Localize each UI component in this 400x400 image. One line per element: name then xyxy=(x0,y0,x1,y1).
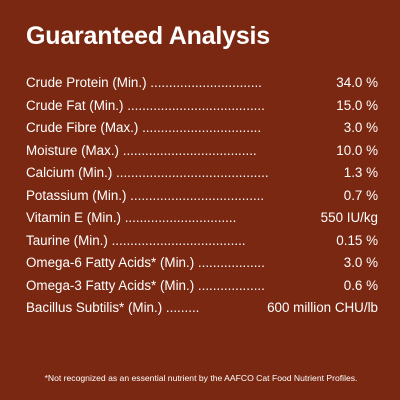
nutrient-value: 0.15 % xyxy=(336,232,378,248)
nutrient-value: 0.7 % xyxy=(343,187,378,203)
nutrient-value: 3.0 % xyxy=(343,120,378,135)
nutrient-value: 10.0 % xyxy=(336,142,378,158)
nutrient-value: 550 IU/kg xyxy=(320,210,378,225)
footnote: *Not recognized as an essential nutrient… xyxy=(44,373,358,383)
nutrient-row-taurine: Taurine (Min.) .........................… xyxy=(26,230,378,253)
nutrient-label: Vitamin E (Min.) .......................… xyxy=(26,210,237,225)
nutrient-value: 3.0 % xyxy=(343,255,378,270)
page-title: Guaranteed Analysis xyxy=(26,22,270,50)
nutrient-value: 15.0 % xyxy=(336,97,378,113)
nutrient-label: Moisture (Max.) ........................… xyxy=(26,142,257,158)
nutrient-row-crude-protein: Crude Protein (Min.) ...................… xyxy=(26,72,378,95)
nutrient-row-vitamin-e: Vitamin E (Min.) .......................… xyxy=(26,207,378,230)
nutrient-row-moisture: Moisture (Max.) ........................… xyxy=(26,140,378,163)
nutrient-value: 600 million CHU/lb xyxy=(267,300,378,315)
nutrient-label: Crude Fat (Min.) .......................… xyxy=(26,97,265,113)
nutrient-row-calcium: Calcium (Min.) .........................… xyxy=(26,162,378,185)
nutrient-value: 34.0 % xyxy=(336,75,378,90)
nutrient-label: Bacillus Subtilis* (Min.) ......... xyxy=(26,300,200,315)
nutrient-label: Calcium (Min.) .........................… xyxy=(26,165,269,180)
nutrient-row-omega-6: Omega-6 Fatty Acids* (Min.) ............… xyxy=(26,252,378,275)
nutrient-row-crude-fat: Crude Fat (Min.) .......................… xyxy=(26,95,378,118)
nutrient-label: Omega-6 Fatty Acids* (Min.) ............… xyxy=(26,255,265,270)
nutrient-value: 1.3 % xyxy=(343,165,378,180)
nutrient-row-potassium: Potassium (Min.) .......................… xyxy=(26,185,378,208)
nutrient-label: Omega-3 Fatty Acids* (Min.) ............… xyxy=(26,277,265,293)
nutrient-label: Crude Protein (Min.) ...................… xyxy=(26,75,262,90)
nutrient-label: Crude Fibre (Max.) .....................… xyxy=(26,120,262,135)
nutrient-label: Potassium (Min.) .......................… xyxy=(26,187,265,203)
nutrient-label: Taurine (Min.) .........................… xyxy=(26,232,246,248)
nutrient-row-omega-3: Omega-3 Fatty Acids* (Min.) ............… xyxy=(26,275,378,298)
nutrient-row-bacillus-subtilis: Bacillus Subtilis* (Min.) ......... 600 … xyxy=(26,297,378,320)
nutrient-value: 0.6 % xyxy=(343,277,378,293)
nutrient-list: Crude Protein (Min.) ...................… xyxy=(26,72,378,320)
nutrient-row-crude-fibre: Crude Fibre (Max.) .....................… xyxy=(26,117,378,140)
